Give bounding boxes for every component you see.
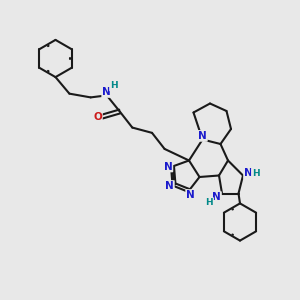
Text: N: N: [165, 181, 174, 191]
Text: O: O: [93, 112, 102, 122]
Text: H: H: [110, 82, 118, 91]
Text: N: N: [198, 131, 207, 141]
Text: N: N: [102, 87, 111, 97]
Text: H: H: [206, 198, 213, 207]
Text: N: N: [186, 190, 195, 200]
Text: N: N: [164, 161, 172, 172]
Text: N: N: [212, 192, 221, 202]
Text: N: N: [244, 168, 253, 178]
Text: H: H: [252, 169, 260, 178]
